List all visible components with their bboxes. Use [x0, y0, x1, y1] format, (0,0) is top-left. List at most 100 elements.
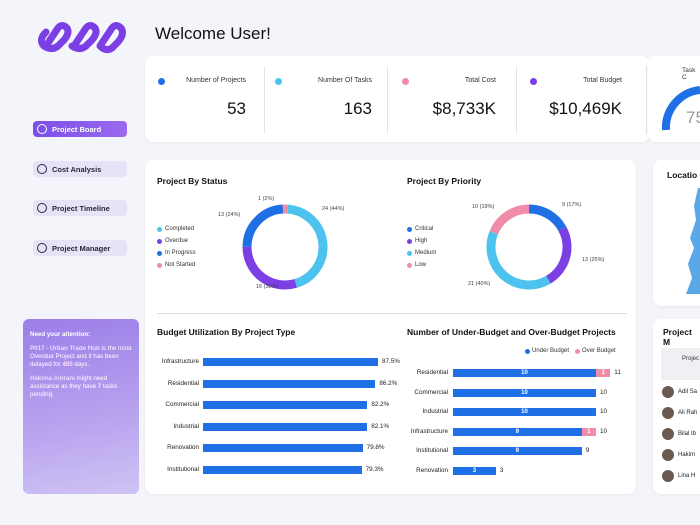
avatar [662, 386, 674, 398]
sidebar-item-label: Project Board [52, 124, 102, 134]
donut-label-overdue: 16 (30%) [256, 284, 279, 290]
under-budget-bar: 10 [453, 408, 596, 416]
pm-table-header [661, 348, 700, 380]
legend-item: Overdue [157, 238, 188, 244]
bar-value-label: 79.3% [365, 465, 384, 473]
bar-category-label: Residential [416, 369, 448, 376]
bar-category-label: Institutional [167, 465, 199, 473]
bar-category-label: Institutional [416, 447, 448, 454]
avatar [662, 407, 674, 419]
donut-slice [242, 204, 284, 248]
under-budget-bar: 10 [453, 388, 596, 397]
pm-name: Hakim [678, 452, 696, 458]
bar [203, 465, 362, 474]
bar-row: Infrastructure 87.5% [145, 356, 400, 368]
bar-value-label: 79.8% [366, 444, 385, 451]
legend-swatch [525, 348, 530, 354]
bar-row: Residential 86.2% [145, 378, 397, 390]
legend-label: Overdue [165, 238, 189, 244]
attention-assist-text: Hakima Amrani might need assistance as t… [30, 375, 132, 399]
legend-swatch [157, 226, 162, 232]
dashboard-icon [37, 124, 47, 134]
bar-total-label: 10 [600, 388, 608, 396]
donut-slice [528, 204, 567, 232]
donut-label-high: 13 (25%) [582, 257, 605, 263]
bar [203, 444, 363, 452]
bar-row: Industrial 10 10 [385, 407, 635, 419]
history-icon [37, 203, 47, 213]
bar-total-label: 10 [600, 427, 608, 435]
kpi-label: Number Of Tasks [318, 77, 372, 84]
sidebar-item-project-board[interactable]: Project Board [33, 121, 127, 137]
legend-item: Not Started [157, 262, 195, 268]
donut-label-in-progress: 13 (24%) [218, 212, 241, 218]
bar-row: Commercial 82.2% [145, 399, 389, 411]
project-manager-title: Project M [663, 327, 692, 347]
bar-total-label: 9 [585, 447, 590, 454]
kpi-value: $10,469K [549, 99, 622, 118]
legend-item: High [407, 238, 427, 244]
priority-chart-title: Project By Priority [407, 176, 482, 186]
kpi-dot [158, 78, 165, 85]
bar-category-label: Infrastructure [410, 427, 448, 435]
legend-label: High [415, 238, 428, 244]
legend-swatch [157, 250, 162, 256]
legend-item: In Progress [157, 250, 196, 256]
donut-label-medium: 21 (40%) [468, 281, 491, 287]
legend-swatch [157, 238, 162, 244]
pm-table-row[interactable]: Lina H [662, 470, 695, 482]
legend-swatch [407, 250, 412, 256]
user-icon [37, 243, 47, 253]
bar-total-label: 11 [614, 369, 621, 376]
avatar [662, 449, 674, 461]
pm-table-row[interactable]: Adil Sa [662, 386, 697, 398]
sidebar-item-label: Project Timeline [52, 203, 110, 213]
over-budget-bar: 1 [596, 369, 611, 377]
kpi-divider [264, 66, 265, 134]
legend-label: Not Started [165, 262, 196, 268]
bar-category-label: Renovation [167, 444, 199, 451]
attention-text: might need assistance as they have [30, 375, 108, 391]
bar [203, 401, 368, 409]
bar-value-label: 82.1% [371, 422, 390, 430]
bar-category-label: Infrastructure [161, 358, 199, 365]
legend-swatch [407, 262, 412, 268]
pm-table-row[interactable]: Bilal Ib [662, 428, 696, 440]
sidebar-item-label: Project Manager [52, 243, 111, 253]
kpi-label: Number of Projects [186, 77, 246, 84]
pm-table-row[interactable]: Ali Rah [662, 407, 697, 419]
donut-slice [545, 226, 572, 284]
pm-name: Bilal Ib [678, 431, 697, 437]
priority-donut-chart [486, 204, 572, 290]
bar-category-label: Renovation [416, 466, 448, 474]
kpi-divider [646, 66, 647, 134]
sidebar-item-cost-analysis[interactable]: Cost Analysis [33, 161, 127, 177]
logo-icon [37, 22, 126, 54]
budget-utilization-title: Budget Utilization By Project Type [157, 327, 296, 337]
over-budget-bar: 1 [581, 427, 596, 436]
bar-value-label: 87.5% [382, 358, 400, 365]
attention-heading: Need your attention: [30, 331, 91, 338]
bar-row: Commercial 10 10 [385, 388, 635, 400]
donut-label-low: 10 (19%) [472, 204, 495, 210]
avatar [662, 428, 674, 440]
bar-row: Residential 10 1 11 [385, 368, 635, 380]
kpi-value: $8,733K [432, 99, 496, 118]
overdue-project: P017 - Urban Trade Hub [30, 345, 100, 353]
kpi-divider [387, 66, 388, 134]
donut-slice [489, 204, 530, 235]
sidebar-item-project-timeline[interactable]: Project Timeline [33, 200, 127, 216]
budget-utilization-chart: Infrastructure 87.5% Residential 86.2% Comme… [145, 356, 400, 486]
sidebar-item-project-manager[interactable]: Project Manager [33, 240, 127, 256]
legend-label: Under Budget [532, 348, 570, 354]
legend-swatch [575, 348, 581, 354]
legend-swatch [407, 226, 412, 232]
task-gauge [661, 86, 700, 131]
sidebar-item-label: Cost Analysis [52, 164, 102, 174]
gauge-label: Task C [682, 67, 696, 81]
under-over-budget-title: Number of Under-Budget and Over-Budget P… [407, 327, 616, 337]
pm-table-row[interactable]: Hakim [662, 449, 695, 461]
under-budget-bar: 3 [453, 466, 496, 475]
attention-panel: Need your attention: P017 - Urban Trade … [23, 319, 139, 494]
